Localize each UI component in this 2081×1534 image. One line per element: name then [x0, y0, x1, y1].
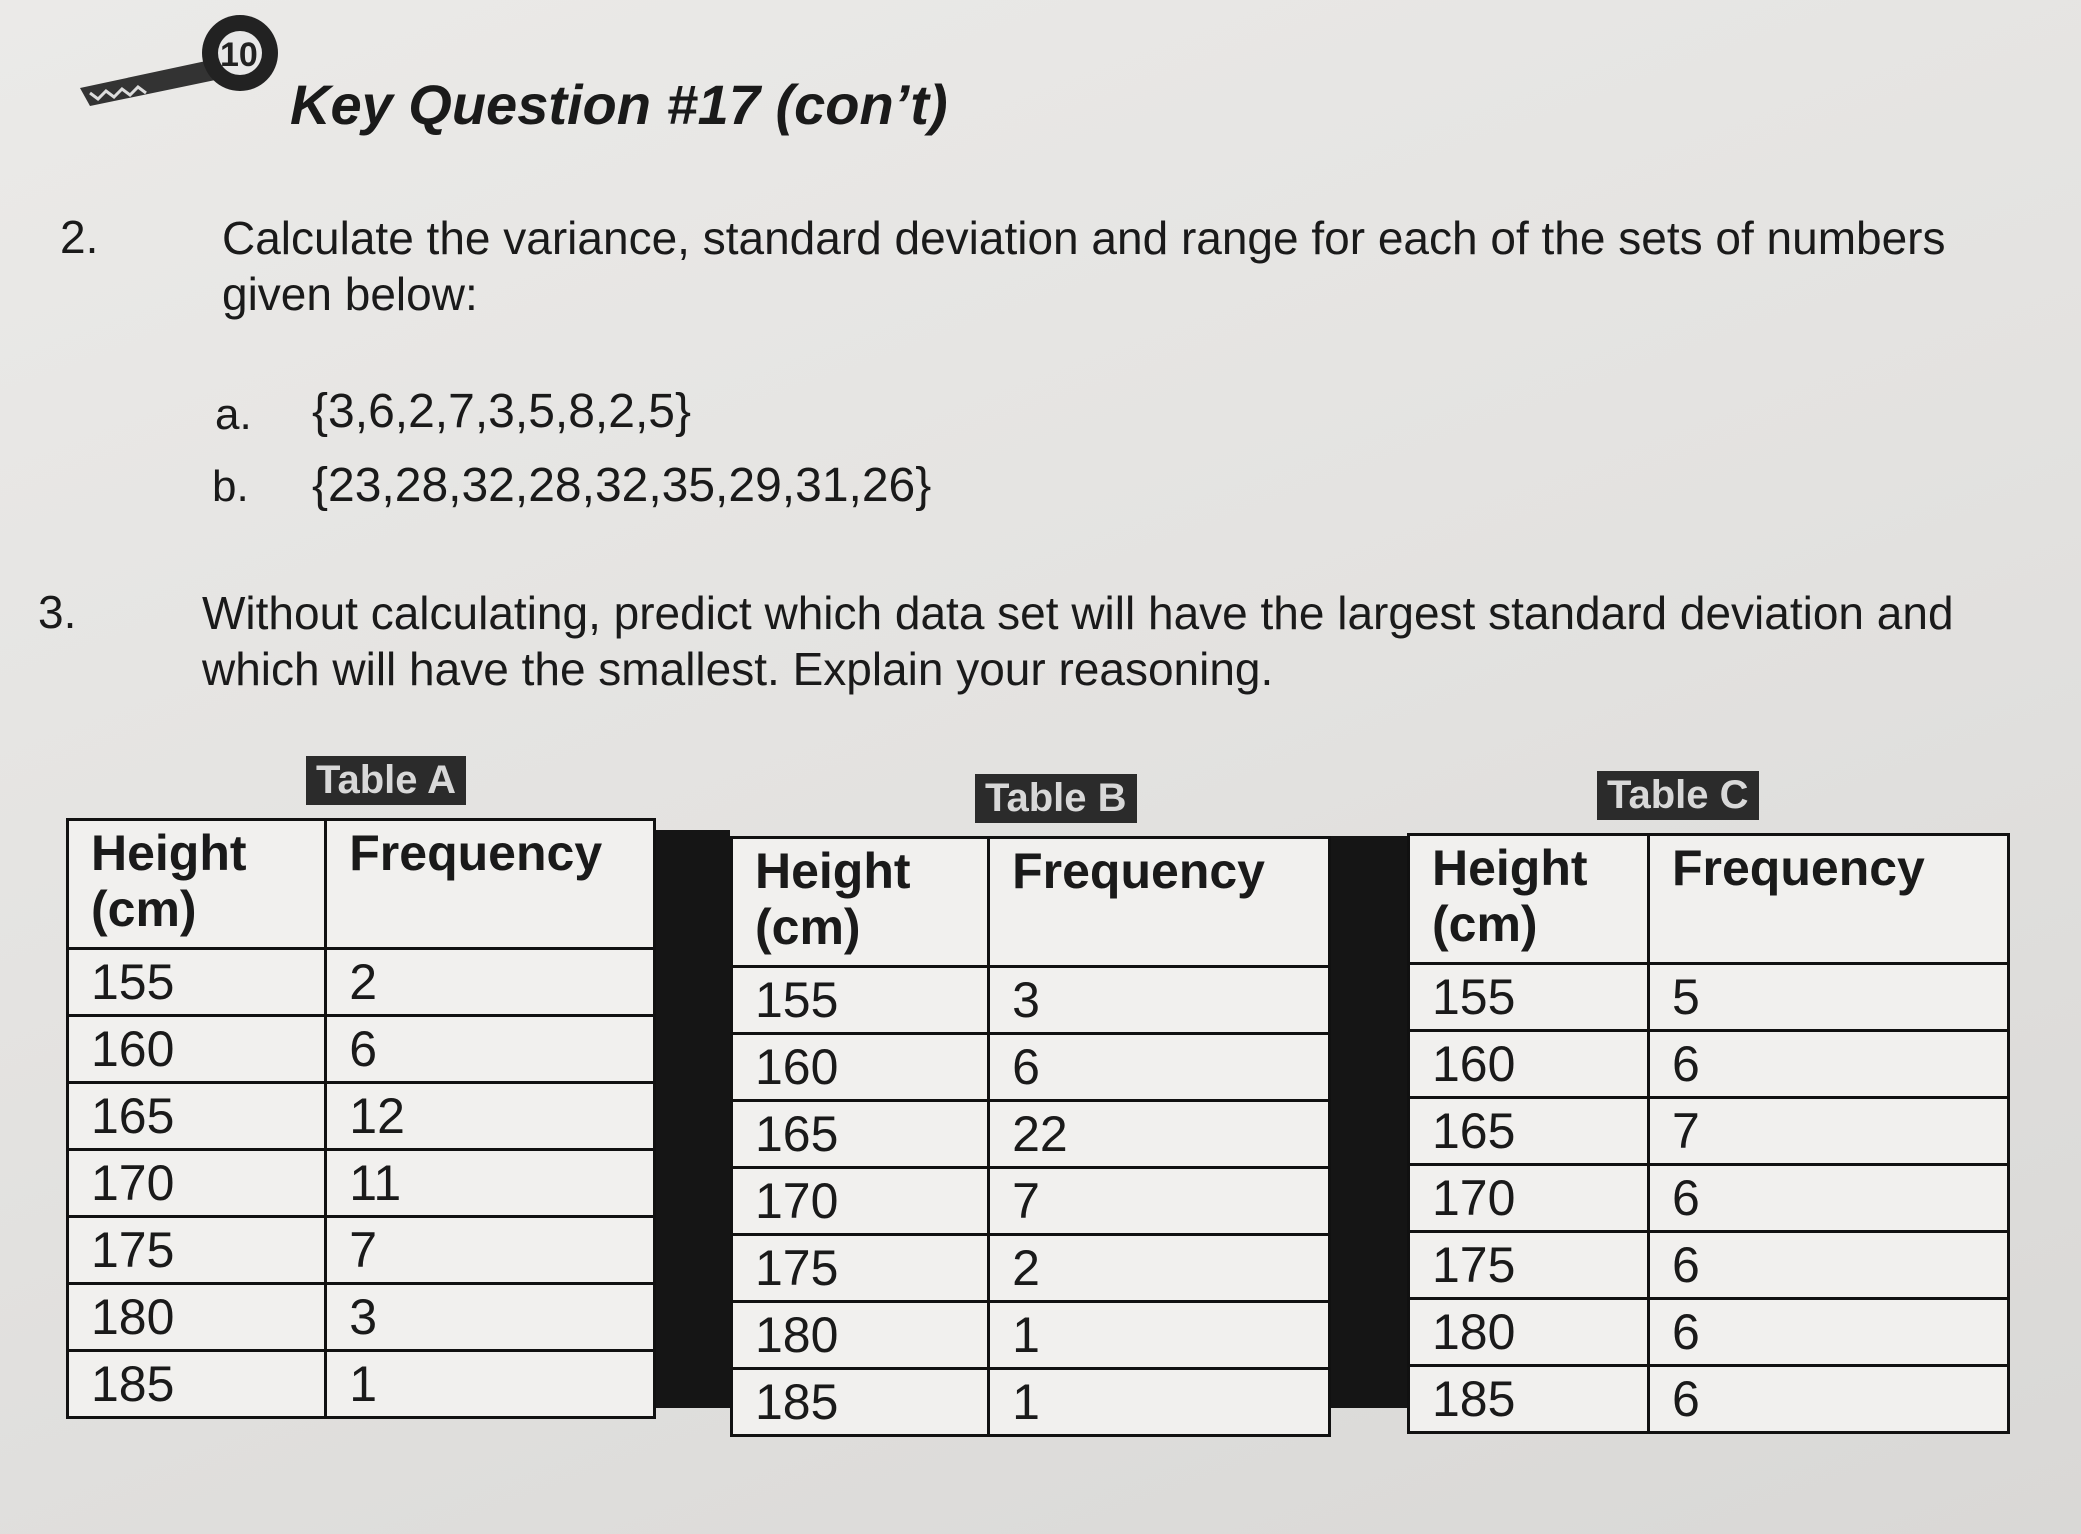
row: 155 3 — [729, 965, 1331, 1035]
row: 160 6 — [65, 1014, 656, 1084]
cell: 1 — [987, 1300, 1331, 1370]
question-number: 2. — [60, 211, 99, 263]
cell: 2 — [987, 1233, 1331, 1303]
cell: 6 — [1647, 1297, 2010, 1367]
svg-text:10: 10 — [220, 36, 258, 74]
item-label: a. — [215, 390, 252, 439]
cell: 11 — [324, 1148, 656, 1218]
row: 185 1 — [729, 1367, 1331, 1437]
number-set: {23,28,32,28,32,35,29,31,26} — [312, 459, 932, 512]
cell: 155 — [65, 947, 328, 1017]
row: 165 7 — [1407, 1096, 2010, 1166]
header-row: Height (cm) Frequency — [729, 836, 1331, 968]
row: 170 7 — [729, 1166, 1331, 1236]
cell: 185 — [65, 1349, 328, 1419]
number-set: {3,6,2,7,3,5,8,2,5} — [312, 385, 692, 438]
row: 155 2 — [65, 947, 656, 1017]
cell: 22 — [987, 1099, 1331, 1169]
table-block: Table C Height (cm) Frequency 155 5 160 6 165 7 1… — [1407, 771, 2010, 1434]
cell: 1 — [987, 1367, 1331, 1437]
separator — [1331, 836, 1407, 1408]
row: 180 6 — [1407, 1297, 2010, 1367]
row: 160 6 — [729, 1032, 1331, 1102]
cell: 175 — [65, 1215, 328, 1285]
cell: 185 — [729, 1367, 991, 1437]
cell: 12 — [324, 1081, 656, 1151]
data-table: Height (cm) Frequency 155 5 160 6 165 7 170 6 175 6… — [1407, 833, 2010, 1434]
header-row: Height (cm) Frequency — [1407, 833, 2010, 965]
row: 175 6 — [1407, 1230, 2010, 1300]
cell: 170 — [729, 1166, 991, 1236]
column-header: Height (cm) — [729, 836, 991, 968]
cell: 185 — [1407, 1364, 1650, 1434]
cell: 175 — [1407, 1230, 1650, 1300]
cell: 3 — [324, 1282, 656, 1352]
row: 160 6 — [1407, 1029, 2010, 1099]
question-text: Without calculating, predict which data … — [202, 587, 1954, 695]
header-row: Height (cm) Frequency — [65, 818, 656, 950]
cell: 7 — [324, 1215, 656, 1285]
table-block: Table B Height (cm) Frequency 155 3 160 6 165 22… — [729, 774, 1331, 1437]
column-header: Frequency — [324, 818, 656, 950]
cell: 180 — [65, 1282, 328, 1352]
data-table: Height (cm) Frequency 155 3 160 6 165 22 170 7 175… — [729, 836, 1331, 1437]
cell: 180 — [1407, 1297, 1650, 1367]
item-label: b. — [212, 462, 249, 511]
cell: 160 — [65, 1014, 328, 1084]
cell: 165 — [65, 1081, 328, 1151]
table-title: Table B — [975, 774, 1137, 823]
cell: 2 — [324, 947, 656, 1017]
row: 175 2 — [729, 1233, 1331, 1303]
cell: 180 — [729, 1300, 991, 1370]
row: 165 22 — [729, 1099, 1331, 1169]
column-header: Frequency — [1647, 833, 2010, 965]
question-text: Calculate the variance, standard deviati… — [222, 212, 1946, 320]
cell: 6 — [987, 1032, 1331, 1102]
separator — [646, 830, 730, 1408]
cell: 6 — [1647, 1163, 2010, 1233]
column-header: Height (cm) — [1407, 833, 1650, 965]
cell: 6 — [1647, 1230, 2010, 1300]
cell: 3 — [987, 965, 1331, 1035]
row: 185 6 — [1407, 1364, 2010, 1434]
cell: 160 — [1407, 1029, 1650, 1099]
title: Key Question #17 (con’t) — [290, 73, 948, 136]
cell: 155 — [729, 965, 991, 1035]
question-number: 3. — [38, 586, 77, 638]
row: 155 5 — [1407, 962, 2010, 1032]
cell: 6 — [324, 1014, 656, 1084]
row: 175 7 — [65, 1215, 656, 1285]
row: 185 1 — [65, 1349, 656, 1419]
cell: 175 — [729, 1233, 991, 1303]
table-title: Table C — [1597, 771, 1759, 820]
cell: 7 — [987, 1166, 1331, 1236]
cell: 6 — [1647, 1364, 2010, 1434]
cell: 7 — [1647, 1096, 2010, 1166]
cell: 165 — [1407, 1096, 1650, 1166]
column-header: Frequency — [987, 836, 1331, 968]
cell: 165 — [729, 1099, 991, 1169]
row: 180 3 — [65, 1282, 656, 1352]
cell: 170 — [65, 1148, 328, 1218]
key-icon: 10 — [80, 15, 278, 106]
column-header: Height (cm) — [65, 818, 328, 950]
row: 170 6 — [1407, 1163, 2010, 1233]
row: 170 11 — [65, 1148, 656, 1218]
table-block: Table A Height (cm) Frequency 155 2 160 6 165 12… — [65, 756, 656, 1419]
cell: 5 — [1647, 962, 2010, 1032]
row: 180 1 — [729, 1300, 1331, 1370]
cell: 6 — [1647, 1029, 2010, 1099]
data-table: Height (cm) Frequency 155 2 160 6 165 12 170 11 17… — [65, 818, 656, 1419]
cell: 170 — [1407, 1163, 1650, 1233]
cell: 155 — [1407, 962, 1650, 1032]
cell: 160 — [729, 1032, 991, 1102]
table-title: Table A — [306, 756, 467, 805]
cell: 1 — [324, 1349, 656, 1419]
row: 165 12 — [65, 1081, 656, 1151]
